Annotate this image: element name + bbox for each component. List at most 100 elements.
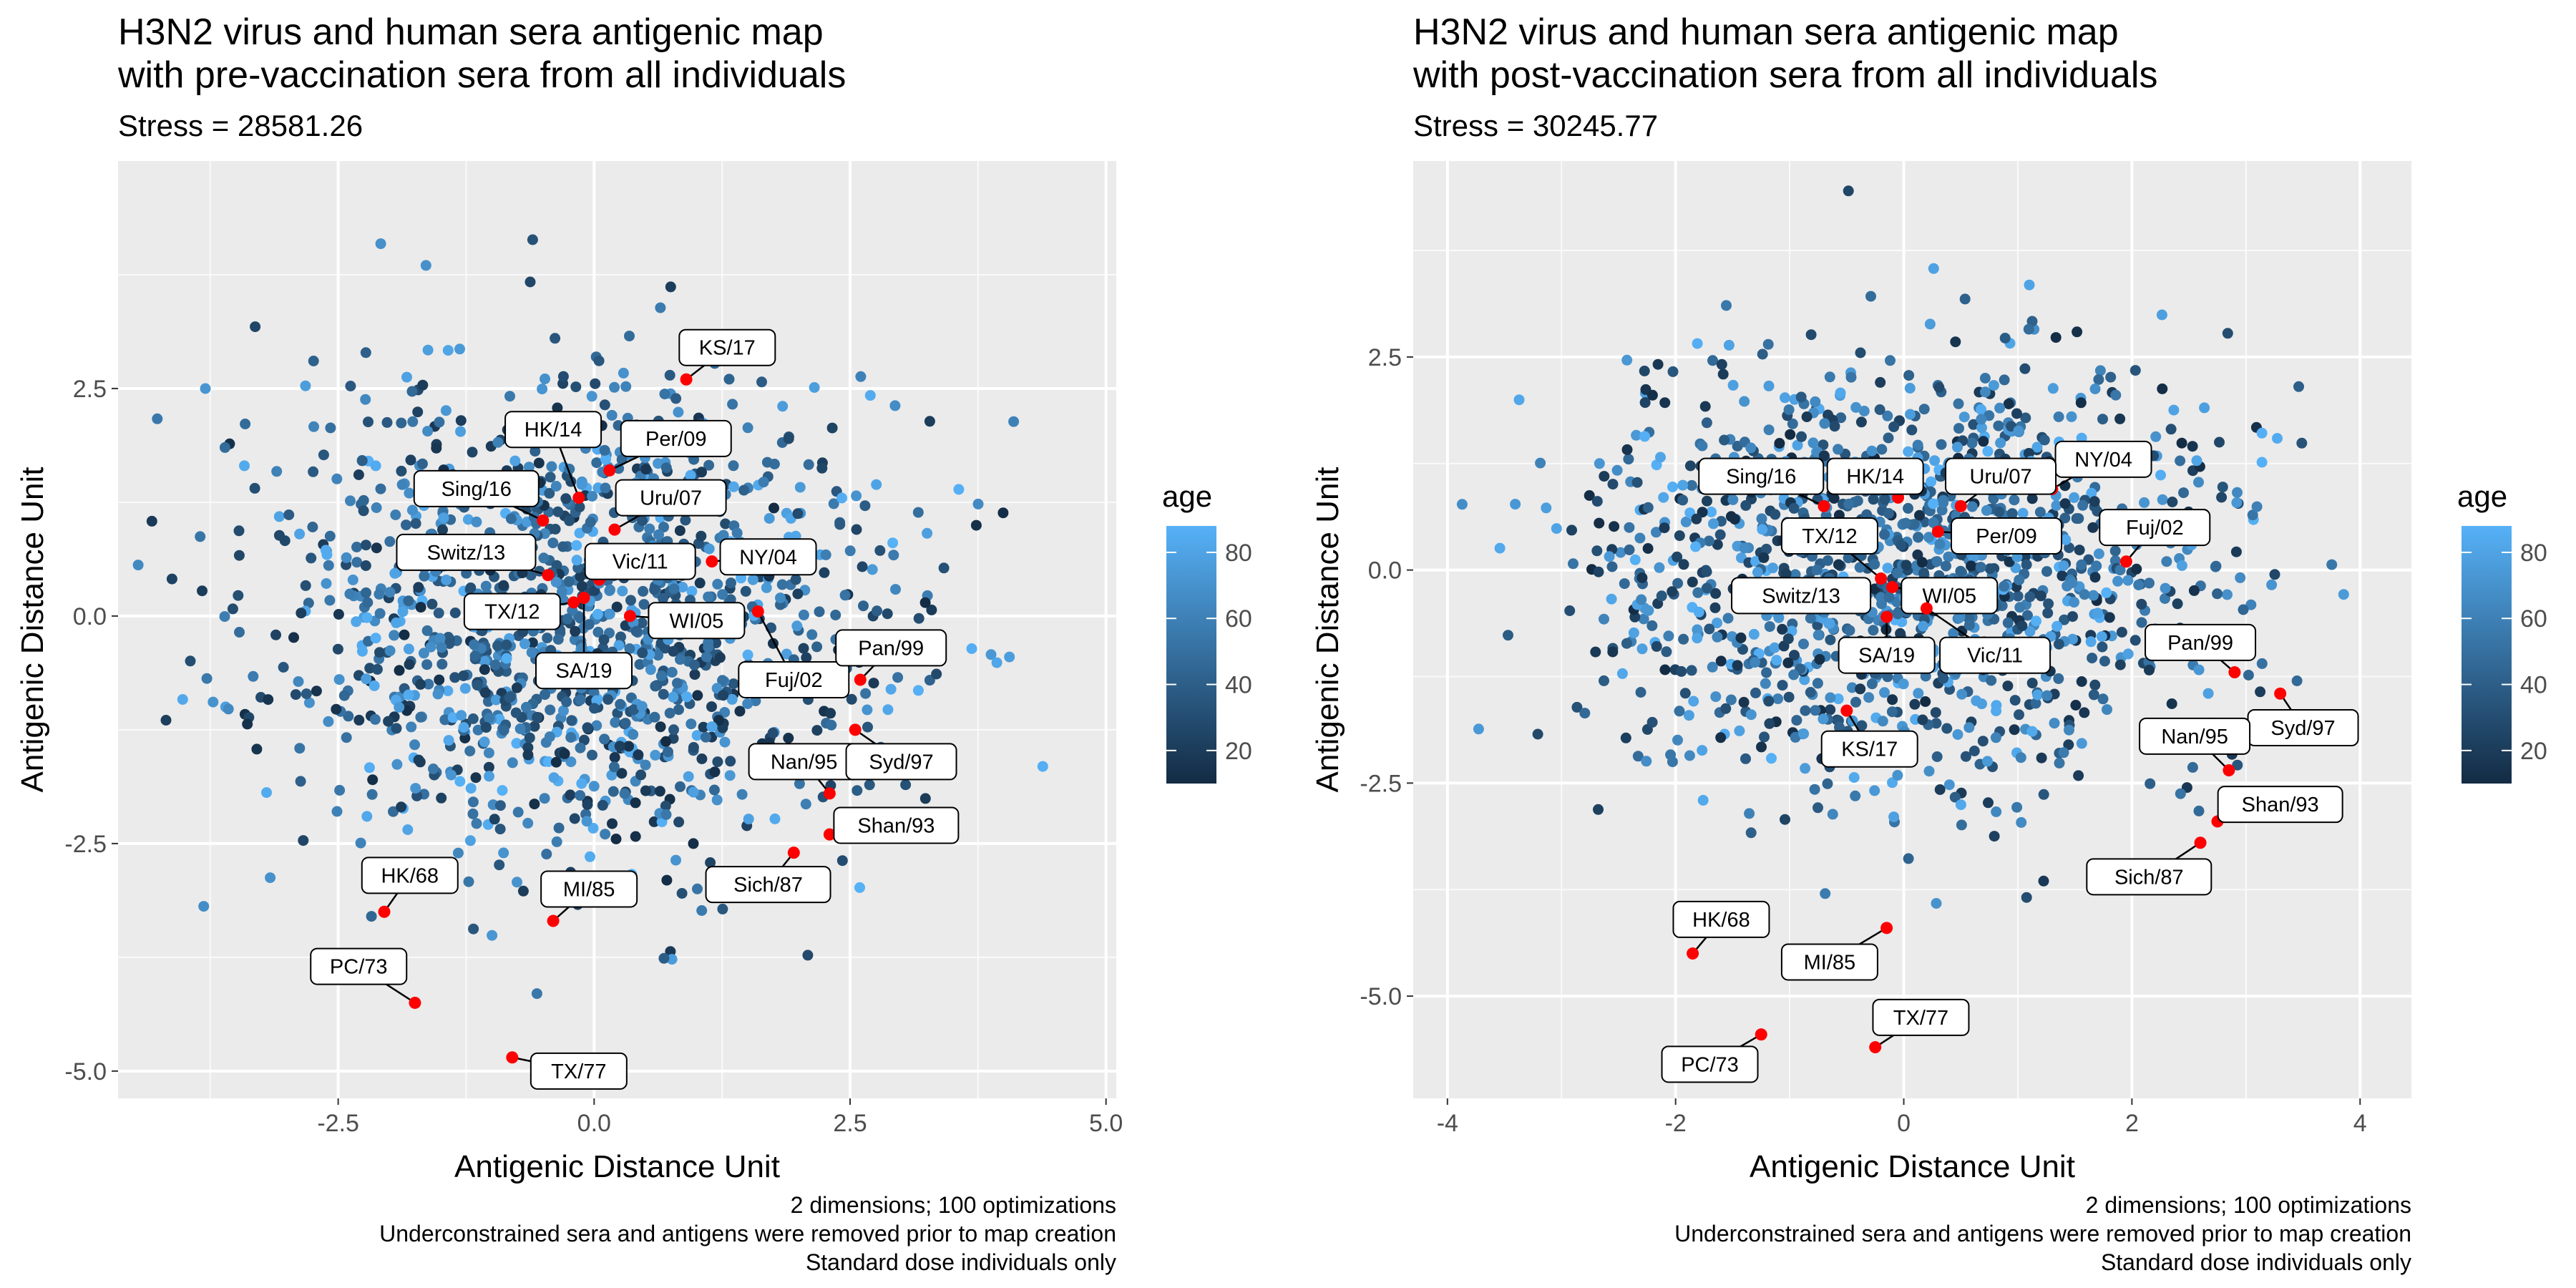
serum-point — [1835, 412, 1847, 424]
serum-point — [798, 609, 809, 620]
antigen-label: Sing/16 — [441, 478, 512, 501]
serum-point — [1979, 373, 1991, 384]
serum-point — [334, 784, 346, 796]
serum-point — [858, 600, 869, 612]
serum-point — [320, 545, 331, 556]
chart-title-line: H3N2 virus and human sera antigenic map — [1413, 11, 2119, 53]
serum-point — [1692, 587, 1704, 598]
serum-point — [200, 383, 211, 394]
serum-point — [375, 238, 386, 250]
serum-point — [442, 345, 454, 356]
serum-point — [512, 877, 522, 888]
serum-point — [1876, 444, 1888, 455]
serum-point — [628, 704, 640, 716]
serum-point — [369, 680, 380, 691]
serum-point — [401, 519, 411, 531]
serum-point — [2193, 477, 2204, 488]
serum-point — [507, 757, 518, 769]
antigen-point — [623, 610, 636, 623]
serum-point — [761, 457, 773, 468]
serum-point — [611, 601, 623, 613]
serum-point — [2338, 589, 2349, 600]
chart-caption-line: Underconstrained sera and antigens were … — [379, 1221, 1116, 1246]
serum-point — [2011, 408, 2022, 419]
antigen-label: PC/73 — [330, 956, 388, 979]
serum-point — [2069, 492, 2080, 503]
serum-point — [1639, 397, 1651, 409]
serum-point — [1646, 389, 1658, 401]
serum-point — [655, 670, 667, 682]
serum-point — [624, 643, 635, 654]
serum-point — [638, 599, 650, 610]
serum-point — [432, 688, 444, 700]
serum-point — [851, 490, 862, 502]
serum-point — [2024, 279, 2035, 291]
chart-title-line: with pre-vaccination sera from all indiv… — [117, 54, 846, 96]
antigen-label: Fuj/02 — [765, 669, 823, 692]
serum-point — [1791, 715, 1802, 726]
antigen-label-box — [1820, 730, 1918, 768]
serum-point — [1930, 707, 1941, 718]
serum-point — [1714, 529, 1726, 540]
serum-point — [1792, 439, 1803, 451]
serum-point — [2235, 572, 2246, 583]
serum-point — [358, 494, 369, 506]
serum-point — [1966, 437, 1978, 449]
serum-point — [417, 379, 429, 391]
serum-point — [2089, 572, 2101, 583]
serum-point — [323, 716, 334, 727]
serum-point — [351, 557, 363, 568]
serum-point — [2067, 611, 2078, 623]
serum-point — [2011, 801, 2023, 813]
serum-point — [2144, 577, 2155, 589]
serum-point — [1995, 437, 2006, 449]
serum-point — [2293, 381, 2304, 392]
antigen-label-box — [396, 533, 537, 571]
serum-point — [630, 797, 641, 809]
serum-point — [250, 321, 261, 333]
serum-point — [1818, 450, 1830, 462]
serum-point — [410, 518, 421, 530]
serum-point — [1659, 664, 1671, 675]
serum-point — [2161, 556, 2172, 567]
serum-point — [860, 688, 872, 699]
serum-point — [882, 608, 893, 620]
serum-point — [862, 704, 873, 716]
serum-point — [524, 732, 535, 743]
serum-point — [1551, 523, 1562, 535]
serum-point — [607, 818, 618, 829]
serum-point — [756, 376, 767, 388]
serum-point — [1702, 495, 1712, 507]
serum-point — [1966, 560, 1977, 572]
serum-point — [249, 482, 260, 494]
serum-point — [423, 678, 434, 690]
serum-point — [2060, 534, 2072, 545]
serum-point — [1757, 524, 1768, 535]
serum-point — [1874, 404, 1885, 415]
serum-point — [540, 689, 550, 701]
serum-point — [1885, 355, 1896, 366]
serum-point — [2043, 598, 2054, 610]
antigen-point — [1886, 580, 1899, 593]
serum-point — [668, 645, 679, 657]
antigen-label: Syd/97 — [2270, 717, 2335, 740]
serum-point — [2051, 500, 2062, 511]
serum-point — [1593, 804, 1604, 815]
serum-point — [2232, 759, 2243, 771]
serum-point — [1869, 559, 1880, 570]
serum-point — [551, 836, 562, 847]
serum-point — [294, 743, 306, 754]
serum-point — [195, 531, 206, 542]
antigen-label-box — [540, 870, 638, 908]
serum-point — [634, 659, 645, 670]
serum-point — [1931, 898, 1942, 909]
serum-point — [819, 567, 830, 578]
serum-point — [645, 664, 656, 675]
serum-point — [660, 462, 672, 474]
serum-point — [912, 685, 924, 696]
chart-caption-line: Standard dose individuals only — [2101, 1249, 2411, 1275]
serum-point — [828, 498, 839, 509]
serum-point — [523, 462, 535, 473]
serum-point — [689, 669, 701, 680]
serum-point — [924, 416, 935, 427]
